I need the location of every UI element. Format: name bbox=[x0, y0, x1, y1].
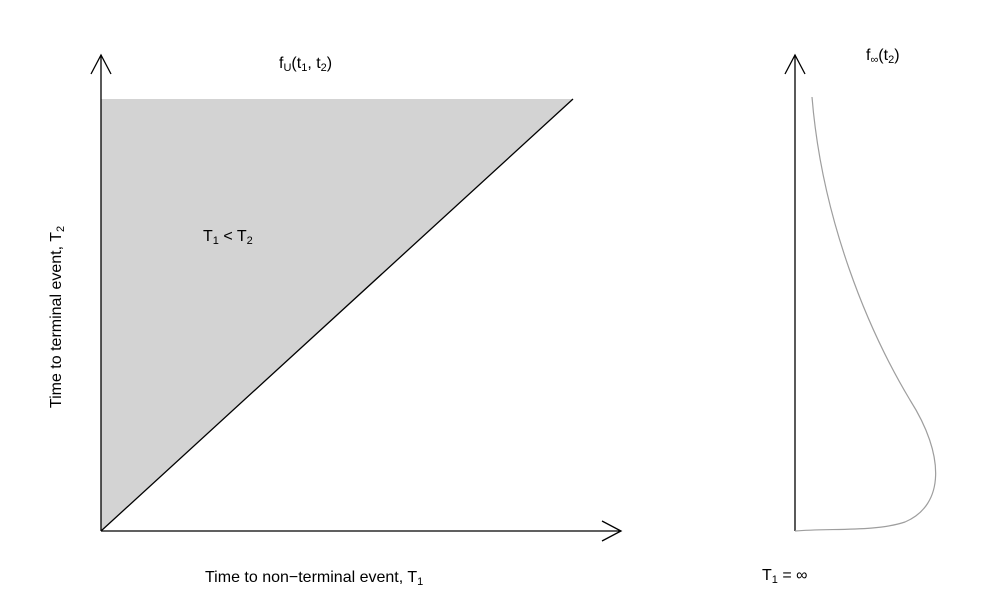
y-axis-label: Time to terminal event, T2 bbox=[48, 225, 67, 409]
x-axis-label: Time to non−terminal event, T1 bbox=[205, 569, 424, 588]
left-x-axis-arrowhead-icon bbox=[601, 520, 623, 542]
region-label: T1 < T2 bbox=[203, 228, 253, 247]
right-panel-bottom-label: T1 = ∞ bbox=[762, 567, 808, 586]
left-panel-title: fU(t1, t2) bbox=[279, 55, 333, 74]
density-curve-f-infinity bbox=[794, 96, 937, 532]
right-y-axis-arrowhead-icon bbox=[784, 53, 806, 75]
right-panel-title: f∞(t2) bbox=[866, 47, 900, 66]
left-y-axis-arrowhead-icon bbox=[90, 53, 112, 75]
diagonal-line bbox=[100, 98, 574, 532]
